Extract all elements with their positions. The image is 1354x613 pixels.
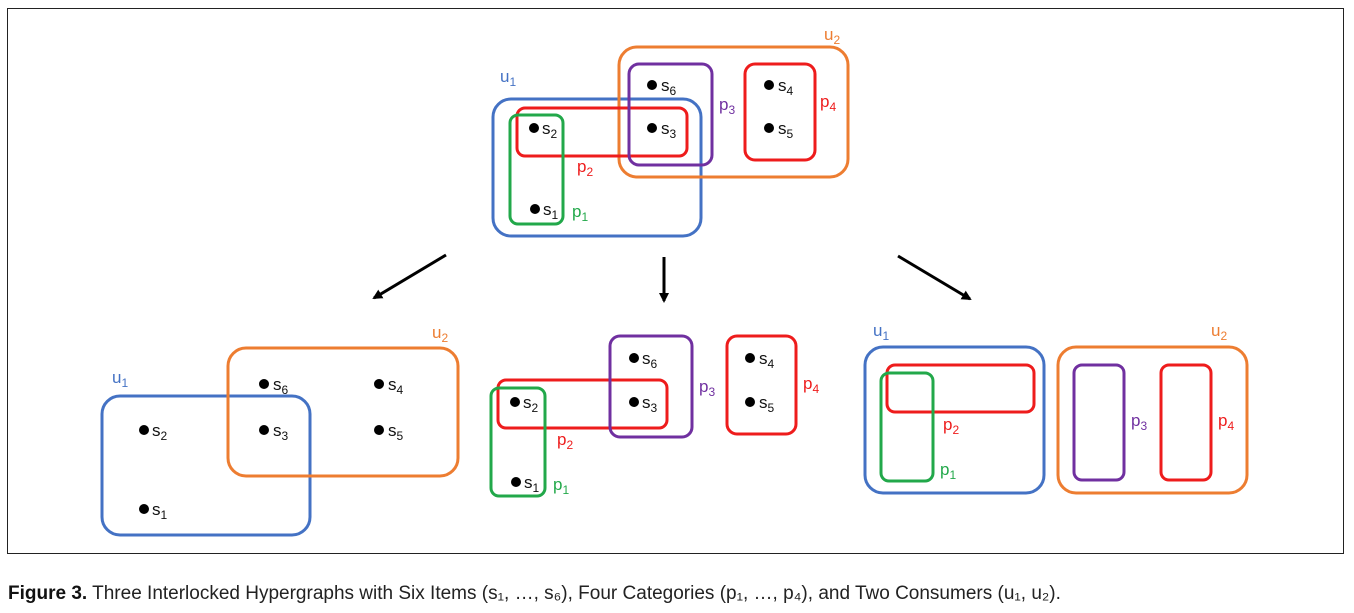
left-u1-label: u1 [112, 368, 128, 390]
left-s2-dot [139, 425, 149, 435]
mid-s2-dot [510, 397, 520, 407]
mid-s2-label: s2 [523, 393, 539, 415]
right-u2-label: u2 [1211, 321, 1227, 343]
arrow-right [897, 254, 972, 301]
top-s1-dot [530, 204, 540, 214]
top-u1-box [491, 97, 703, 238]
left-u2-box [226, 346, 460, 478]
right-p2-box [885, 363, 1036, 414]
top-s5-label: s5 [778, 119, 794, 141]
mid-s6-label: s6 [642, 349, 658, 371]
mid-s1-label: s1 [524, 473, 540, 495]
mid-p2-box [496, 378, 669, 430]
top-u2-label: u2 [824, 25, 840, 47]
top-s6-label: s6 [661, 76, 677, 98]
mid-s4-dot [745, 353, 755, 363]
top-p1-label: p1 [572, 202, 588, 224]
figure-caption-text: Three Interlocked Hypergraphs with Six I… [87, 583, 1061, 604]
mid-s5-dot [745, 397, 755, 407]
mid-s3-label: s3 [642, 393, 658, 415]
top-hypergraph: s6 s3 s2 s1 s4 s5 u1 u2 p1 p2 p3 p4 [491, 25, 850, 238]
left-s6-dot [259, 379, 269, 389]
left-s2-label: s2 [152, 421, 168, 443]
left-s4-label: s4 [388, 375, 404, 397]
left-s5-dot [374, 425, 384, 435]
left-s1-dot [139, 504, 149, 514]
figure-caption-label: Figure 3. [8, 583, 88, 604]
mid-s4-label: s4 [759, 349, 775, 371]
mid-s1-dot [511, 477, 521, 487]
left-s3-label: s3 [273, 421, 289, 443]
right-u1-label: u1 [873, 321, 889, 343]
mid-p3-label: p3 [699, 377, 715, 399]
figure-caption: Figure 3. Three Interlocked Hypergraphs … [8, 583, 1061, 605]
right-p3-label: p3 [1131, 411, 1147, 433]
top-u2-box [617, 45, 850, 179]
top-s1-label: s1 [543, 200, 559, 222]
consumer-category-hypergraph: u1 u2 p1 p2 p3 p4 [863, 321, 1249, 495]
top-s4-dot [764, 80, 774, 90]
right-p4-box [1159, 363, 1213, 482]
top-u1-label: u1 [500, 67, 516, 89]
top-p2-label: p2 [577, 157, 593, 179]
mid-p4-box [725, 334, 798, 436]
top-p4-label: p4 [820, 92, 836, 114]
top-p3-label: p3 [719, 95, 735, 117]
top-s6-dot [647, 80, 657, 90]
left-s4-dot [374, 379, 384, 389]
arrow-left [372, 253, 447, 300]
top-p1-box [508, 113, 565, 226]
mid-p3-box [608, 334, 694, 439]
right-u2-box [1056, 345, 1249, 495]
right-p1-label: p1 [940, 460, 956, 482]
mid-s3-dot [629, 397, 639, 407]
mid-s6-dot [629, 353, 639, 363]
figure-frame [7, 8, 1344, 554]
left-s1-label: s1 [152, 500, 168, 522]
mid-p1-box [489, 386, 547, 498]
arrows [372, 253, 972, 303]
right-p1-box [879, 371, 935, 483]
left-s5-label: s5 [388, 421, 404, 443]
mid-p2-label: p2 [557, 430, 573, 452]
consumer-item-hypergraph: s6 s4 s2 s3 s5 s1 u1 u2 [100, 323, 460, 537]
top-p4-box [743, 62, 817, 162]
mid-s5-label: s5 [759, 393, 775, 415]
top-s4-label: s4 [778, 76, 794, 98]
top-s2-dot [529, 123, 539, 133]
top-s5-dot [764, 123, 774, 133]
left-s6-label: s6 [273, 375, 289, 397]
category-item-hypergraph: s6 s3 s2 s1 s4 s5 p1 p2 p3 p4 [489, 334, 819, 498]
mid-p4-label: p4 [803, 374, 819, 396]
right-u1-box [863, 345, 1046, 495]
right-p2-label: p2 [943, 415, 959, 437]
top-p2-box [515, 106, 689, 158]
top-s3-dot [647, 123, 657, 133]
right-p3-box [1072, 363, 1126, 482]
top-s2-label: s2 [542, 119, 558, 141]
top-p3-box [627, 62, 714, 167]
mid-p1-label: p1 [553, 475, 569, 497]
left-u1-box [100, 394, 312, 537]
left-u2-label: u2 [432, 323, 448, 345]
left-s3-dot [259, 425, 269, 435]
top-s3-label: s3 [661, 119, 677, 141]
right-p4-label: p4 [1218, 411, 1234, 433]
